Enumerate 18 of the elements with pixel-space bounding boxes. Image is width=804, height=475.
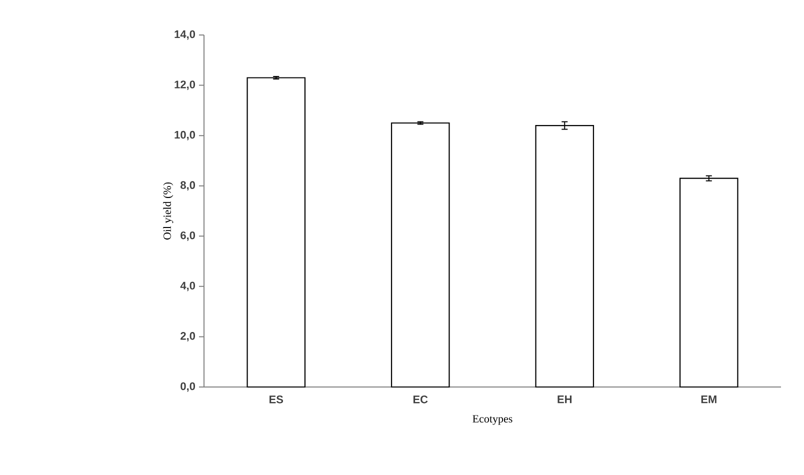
y-tick-label: 14,0 bbox=[174, 30, 196, 40]
y-tick-label: 10,0 bbox=[174, 130, 196, 140]
y-tick-label: 0,0 bbox=[180, 382, 196, 392]
y-tick-label: 6,0 bbox=[180, 231, 196, 241]
x-axis-title: Ecotypes bbox=[472, 415, 512, 425]
y-tick-label: 2,0 bbox=[180, 332, 196, 342]
y-axis-title: Oil yield (%) bbox=[163, 182, 174, 240]
bar bbox=[535, 124, 594, 388]
x-tick-label: ES bbox=[270, 396, 284, 404]
x-tick-label: EC bbox=[413, 396, 428, 404]
y-tick-label: 12,0 bbox=[174, 80, 196, 90]
y-tick-label: 8,0 bbox=[180, 181, 196, 191]
y-tick-label: 4,0 bbox=[180, 282, 196, 292]
bar bbox=[246, 77, 306, 388]
bar bbox=[390, 122, 450, 388]
x-tick-label: EH bbox=[558, 396, 572, 404]
bar bbox=[679, 178, 738, 388]
x-tick-label: EM bbox=[701, 396, 716, 404]
